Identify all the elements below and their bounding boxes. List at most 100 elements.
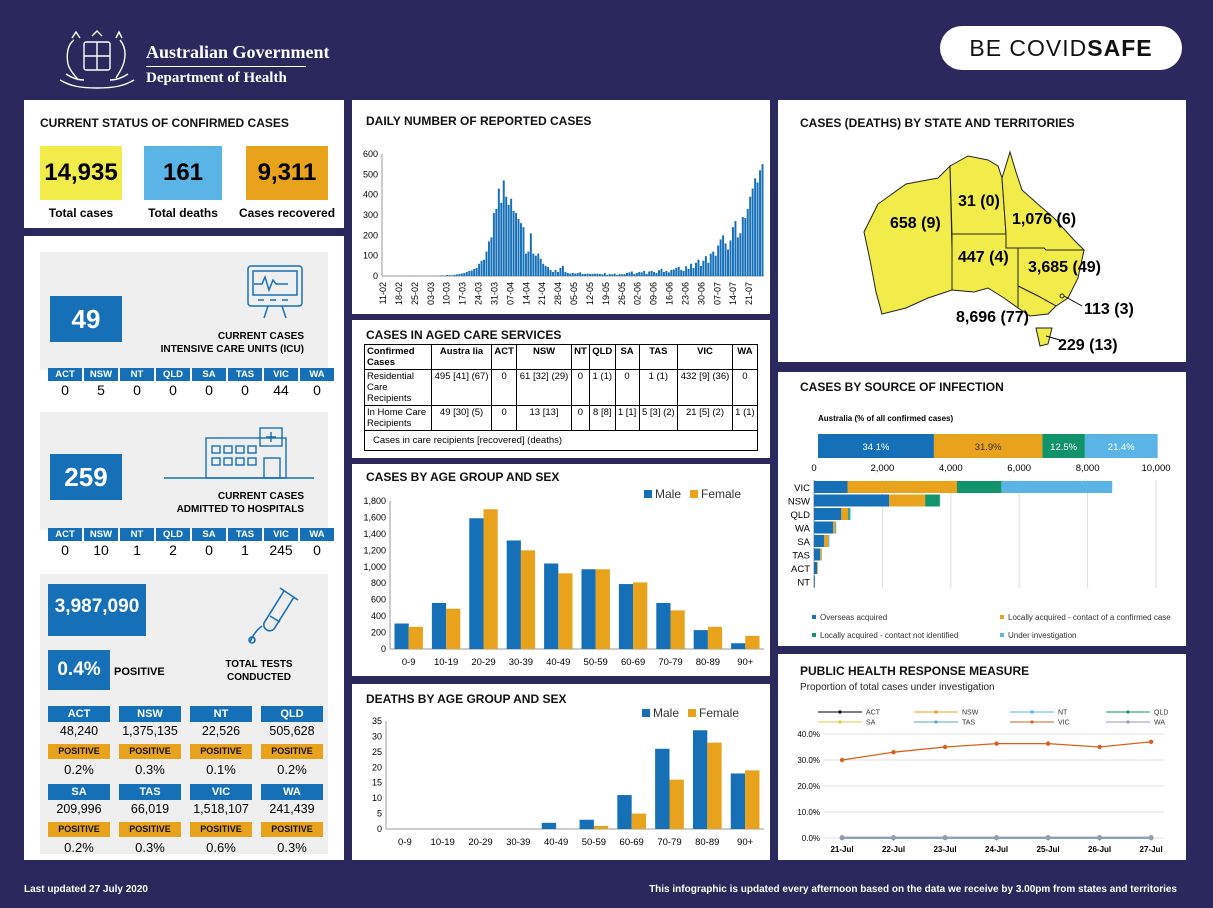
source-bar-segment <box>814 508 842 520</box>
response-point <box>1148 739 1154 744</box>
bar-male <box>581 569 596 649</box>
state-map-title: CASES (DEATHS) BY STATE AND TERRITORIES <box>800 116 1075 130</box>
bar-female <box>408 626 423 649</box>
response-subtitle: Proportion of total cases under investig… <box>800 682 995 693</box>
daily-xtick-label: 18-02 <box>394 282 404 305</box>
tests-state-count: 1,518,107 <box>193 802 249 816</box>
icu-state-value: 0 <box>205 382 213 398</box>
daily-bar <box>524 253 527 276</box>
australia-pct-segment <box>818 434 934 458</box>
aged-cell: Residential Care Recipients <box>364 369 432 406</box>
daily-bar <box>515 212 518 276</box>
map-qld <box>1001 150 1086 251</box>
tests-cell-nt: NT 22,526 POSITIVE 0.1% <box>190 706 252 781</box>
tests-positive-tag: POSITIVE <box>261 822 323 837</box>
daily-xtick-label: 14-04 <box>521 282 531 305</box>
aged-cell: 0 <box>570 405 590 431</box>
response-xtick-label: 24-Jul <box>985 845 1008 854</box>
icu-state-label: NT <box>120 368 154 381</box>
map-label-nt: 31 (0) <box>958 193 1000 210</box>
bar-female <box>593 825 609 829</box>
tests-state-count: 241,439 <box>269 802 315 816</box>
response-point <box>942 744 948 750</box>
daily-ytick-label: 0 <box>373 271 378 281</box>
icu-caption: CURRENT CASES INTENSIVE CARE UNITS (ICU) <box>154 330 304 356</box>
bar-male <box>731 643 746 649</box>
tests-positive-tag: POSITIVE <box>190 822 252 837</box>
bar-male <box>693 630 708 649</box>
daily-bar <box>458 273 461 276</box>
daily-bar <box>586 273 589 276</box>
legend-swatch <box>644 490 652 498</box>
daily-bar <box>495 208 498 276</box>
legend-swatch <box>690 490 698 498</box>
daily-bar <box>739 233 742 276</box>
icu-cell-tas: TAS 0 <box>228 368 262 399</box>
hospital-state-label: TAS <box>228 528 262 541</box>
australia-pct-label: 21.4% <box>1108 442 1135 453</box>
source-panel: CASES BY SOURCE OF INFECTION Australia (… <box>778 372 1186 646</box>
daily-bar <box>603 272 606 276</box>
icu-cell-vic: VIC 44 <box>264 368 298 399</box>
bar-female <box>595 569 610 649</box>
response-point <box>891 835 896 840</box>
icu-state-value: 0 <box>241 382 249 398</box>
category-label: 80-89 <box>695 837 719 848</box>
response-point <box>1045 835 1051 840</box>
tests-state-count: 22,526 <box>201 724 241 738</box>
bar-male <box>541 822 557 829</box>
daily-bar <box>714 255 717 276</box>
tests-state-positive: 0.3% <box>277 840 307 855</box>
daily-ytick-label: 500 <box>363 169 378 179</box>
source-bar-segment <box>956 481 1002 493</box>
legend-label: Male <box>655 487 681 501</box>
daily-bar <box>606 274 609 276</box>
daily-bar <box>682 270 685 276</box>
bar-male <box>544 563 559 649</box>
response-legend-marker <box>1030 710 1034 714</box>
daily-bar <box>475 267 478 276</box>
response-point <box>994 741 999 746</box>
australia-pct-label: 34.1% <box>863 442 890 453</box>
source-bar-segment <box>817 562 818 574</box>
hospital-state-row: ACT 0 NSW 10 NT 1 QLD 2 SA 0 TAS 1 VIC 245 WA 0 <box>48 528 336 559</box>
source-legend-swatch <box>1000 615 1004 619</box>
response-point <box>1097 835 1102 840</box>
source-legend-swatch <box>1000 633 1004 637</box>
aged-row: Residential Care Recipients 495 [41] (67)… <box>364 369 759 406</box>
daily-ytick-label: 300 <box>363 210 378 220</box>
source-bar-segment <box>814 494 890 507</box>
ytick-label: 1,400 <box>363 529 386 539</box>
australia-pct-segment <box>1042 434 1085 458</box>
map-label-qld: 1,076 (6) <box>1012 211 1076 228</box>
daily-bar <box>650 270 653 276</box>
icu-state-label: WA <box>300 368 334 381</box>
daily-bar <box>542 263 545 276</box>
ytick-label: 1,800 <box>363 496 386 506</box>
response-point <box>839 757 845 763</box>
ytick-label: 15 <box>372 778 382 788</box>
source-bar-segment <box>814 575 815 588</box>
daily-bar <box>709 253 712 276</box>
icu-state-value: 5 <box>97 382 105 398</box>
icu-monitor-icon <box>247 265 303 319</box>
category-label: 50-59 <box>582 837 606 848</box>
daily-bar <box>584 273 587 276</box>
response-legend-marker <box>1030 720 1034 724</box>
daily-bar <box>741 217 744 276</box>
tests-state-count: 505,628 <box>269 724 315 738</box>
map-label-sa: 447 (4) <box>958 249 1009 266</box>
daily-bar <box>655 272 658 276</box>
tests-positive-tag: POSITIVE <box>119 744 181 759</box>
daily-xtick-label: 30-06 <box>696 282 706 305</box>
aged-header-cell: NT <box>570 344 590 370</box>
category-label: 20-29 <box>468 837 492 848</box>
total-deaths-value: 161 <box>144 146 222 200</box>
response-legend-label: ACT <box>866 710 881 717</box>
daily-bar <box>754 178 757 276</box>
legend-label: Female <box>701 487 741 501</box>
daily-bar <box>638 271 641 276</box>
daily-bar <box>473 268 476 276</box>
icu-state-label: QLD <box>156 368 190 381</box>
response-xtick-label: 27-Jul <box>1140 845 1163 854</box>
